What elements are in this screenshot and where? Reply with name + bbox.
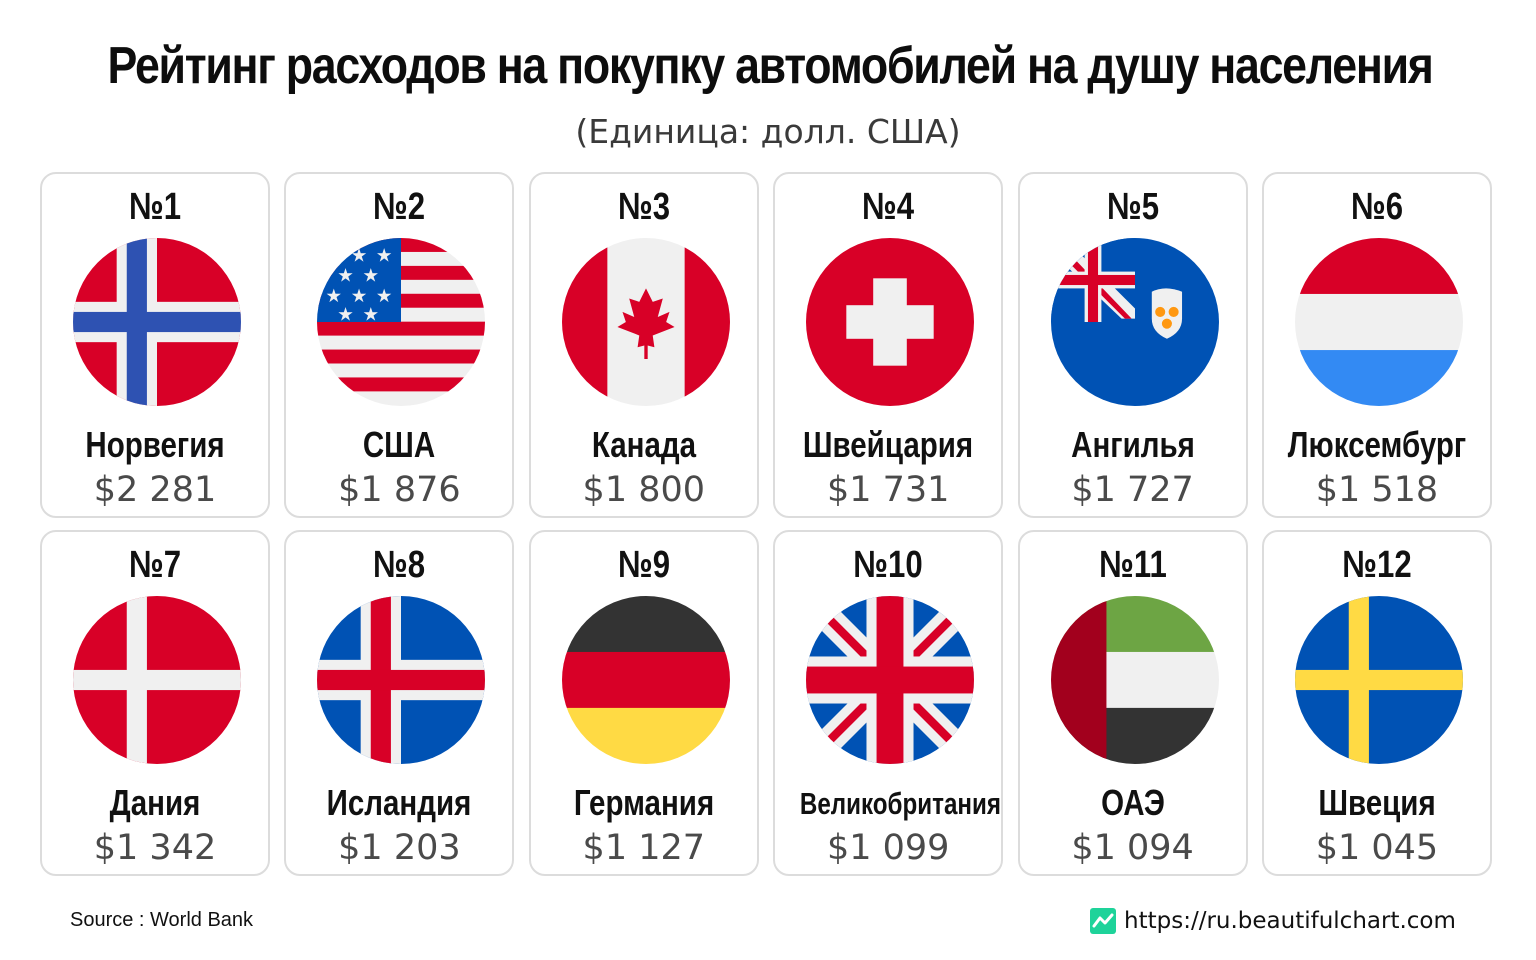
site-url[interactable]: https://ru.beautifulchart.com <box>1124 908 1456 934</box>
svg-text:★: ★ <box>363 304 380 325</box>
uae-flag-icon <box>1050 596 1219 764</box>
uk-flag-icon <box>806 596 975 764</box>
switzerland-flag-icon <box>806 238 975 406</box>
country-name: ОАЭ <box>1100 782 1165 823</box>
svg-text:★: ★ <box>363 266 380 287</box>
value-label: $1 203 <box>338 828 461 868</box>
value-label: $1 727 <box>1071 470 1194 510</box>
source-note: Source : World Bank <box>70 909 254 931</box>
denmark-flag-icon <box>73 596 241 764</box>
rank-label: №5 <box>1106 186 1159 228</box>
value-label: $1 518 <box>1315 470 1439 510</box>
country-name: Норвегия <box>85 424 225 465</box>
country-card-6: №6 Люксембург $1 518 <box>1261 172 1492 518</box>
country-card-10: №10 Великобритания $1 099 <box>773 530 1004 876</box>
svg-text:★: ★ <box>376 286 393 307</box>
value-label: $1 127 <box>582 828 706 868</box>
value-label: $1 731 <box>826 470 950 510</box>
rank-label: №7 <box>128 544 182 586</box>
country-card-7: №7 Дания $1 342 <box>40 530 270 876</box>
svg-text:★: ★ <box>326 246 343 267</box>
usa-flag-icon: ★ ★ ★ ★ ★ ★ ★ ★ ★ ★ <box>317 238 486 406</box>
svg-text:★: ★ <box>338 266 355 287</box>
svg-text:★: ★ <box>351 286 368 307</box>
country-name: США <box>363 424 436 465</box>
rank-label: №10 <box>853 544 923 586</box>
rank-label: №6 <box>1350 186 1403 228</box>
ranking-grid: №1 Норвегия $2 281 №2 ★ ★ ★ ★ ★ ★ ★ ★ <box>40 172 1492 876</box>
country-card-5: №5 Ангилья $1 727 <box>1017 172 1248 518</box>
country-name: Швейцария <box>803 424 974 465</box>
svg-text:★: ★ <box>376 246 393 267</box>
country-card-3: №3 Канада $1 800 <box>528 172 759 518</box>
rank-label: №8 <box>373 544 426 586</box>
chart-logo-icon <box>1090 908 1116 934</box>
canada-flag-icon <box>561 238 730 406</box>
country-card-2: №2 ★ ★ ★ ★ ★ ★ ★ ★ ★ ★ США $1 876 <box>284 172 515 518</box>
country-name: Ангилья <box>1070 424 1195 465</box>
svg-text:★: ★ <box>351 246 368 267</box>
svg-text:★: ★ <box>326 286 343 307</box>
rank-label: №12 <box>1342 544 1412 586</box>
country-card-8: №8 Исландия $1 203 <box>284 530 515 876</box>
country-name: Германия <box>573 782 714 823</box>
country-name: Великобритания <box>800 786 1002 821</box>
country-name: Швеция <box>1318 782 1436 823</box>
chart-subtitle: (Единица: долл. США) <box>575 112 961 151</box>
rank-label: №9 <box>617 544 670 586</box>
value-label: $1 800 <box>582 470 706 510</box>
country-name: Канада <box>591 424 696 465</box>
value-label: $1 045 <box>1315 828 1439 868</box>
iceland-flag-icon <box>317 596 486 764</box>
country-name: Исландия <box>327 782 472 823</box>
rank-label: №1 <box>128 186 182 228</box>
country-card-1: №1 Норвегия $2 281 <box>40 172 270 518</box>
country-card-12: №12 Швеция $1 045 <box>1261 530 1492 876</box>
country-name: Дания <box>109 782 201 823</box>
country-card-4: №4 Швейцария $1 731 <box>773 172 1004 518</box>
svg-text:★: ★ <box>338 304 355 325</box>
country-name: Люксембург <box>1287 424 1467 465</box>
luxembourg-flag-icon <box>1294 238 1463 406</box>
value-label: $1 876 <box>338 470 461 510</box>
value-label: $1 342 <box>93 828 217 868</box>
value-label: $1 099 <box>826 828 950 868</box>
anguilla-flag-icon <box>1050 238 1219 406</box>
norway-flag-icon <box>73 238 241 406</box>
country-card-11: №11 ОАЭ $1 094 <box>1017 530 1248 876</box>
site-credit[interactable]: https://ru.beautifulchart.com <box>1090 905 1456 937</box>
sweden-flag-icon <box>1294 596 1463 764</box>
rank-label: №11 <box>1098 544 1167 586</box>
rank-label: №2 <box>373 186 426 228</box>
rank-label: №4 <box>862 186 915 228</box>
value-label: $1 094 <box>1071 828 1194 868</box>
rank-label: №3 <box>617 186 670 228</box>
chart-title: Рейтинг расходов на покупку автомобилей … <box>107 37 1434 95</box>
germany-flag-icon <box>561 596 730 764</box>
country-card-9: №9 Германия $1 127 <box>528 530 759 876</box>
value-label: $2 281 <box>93 470 217 510</box>
